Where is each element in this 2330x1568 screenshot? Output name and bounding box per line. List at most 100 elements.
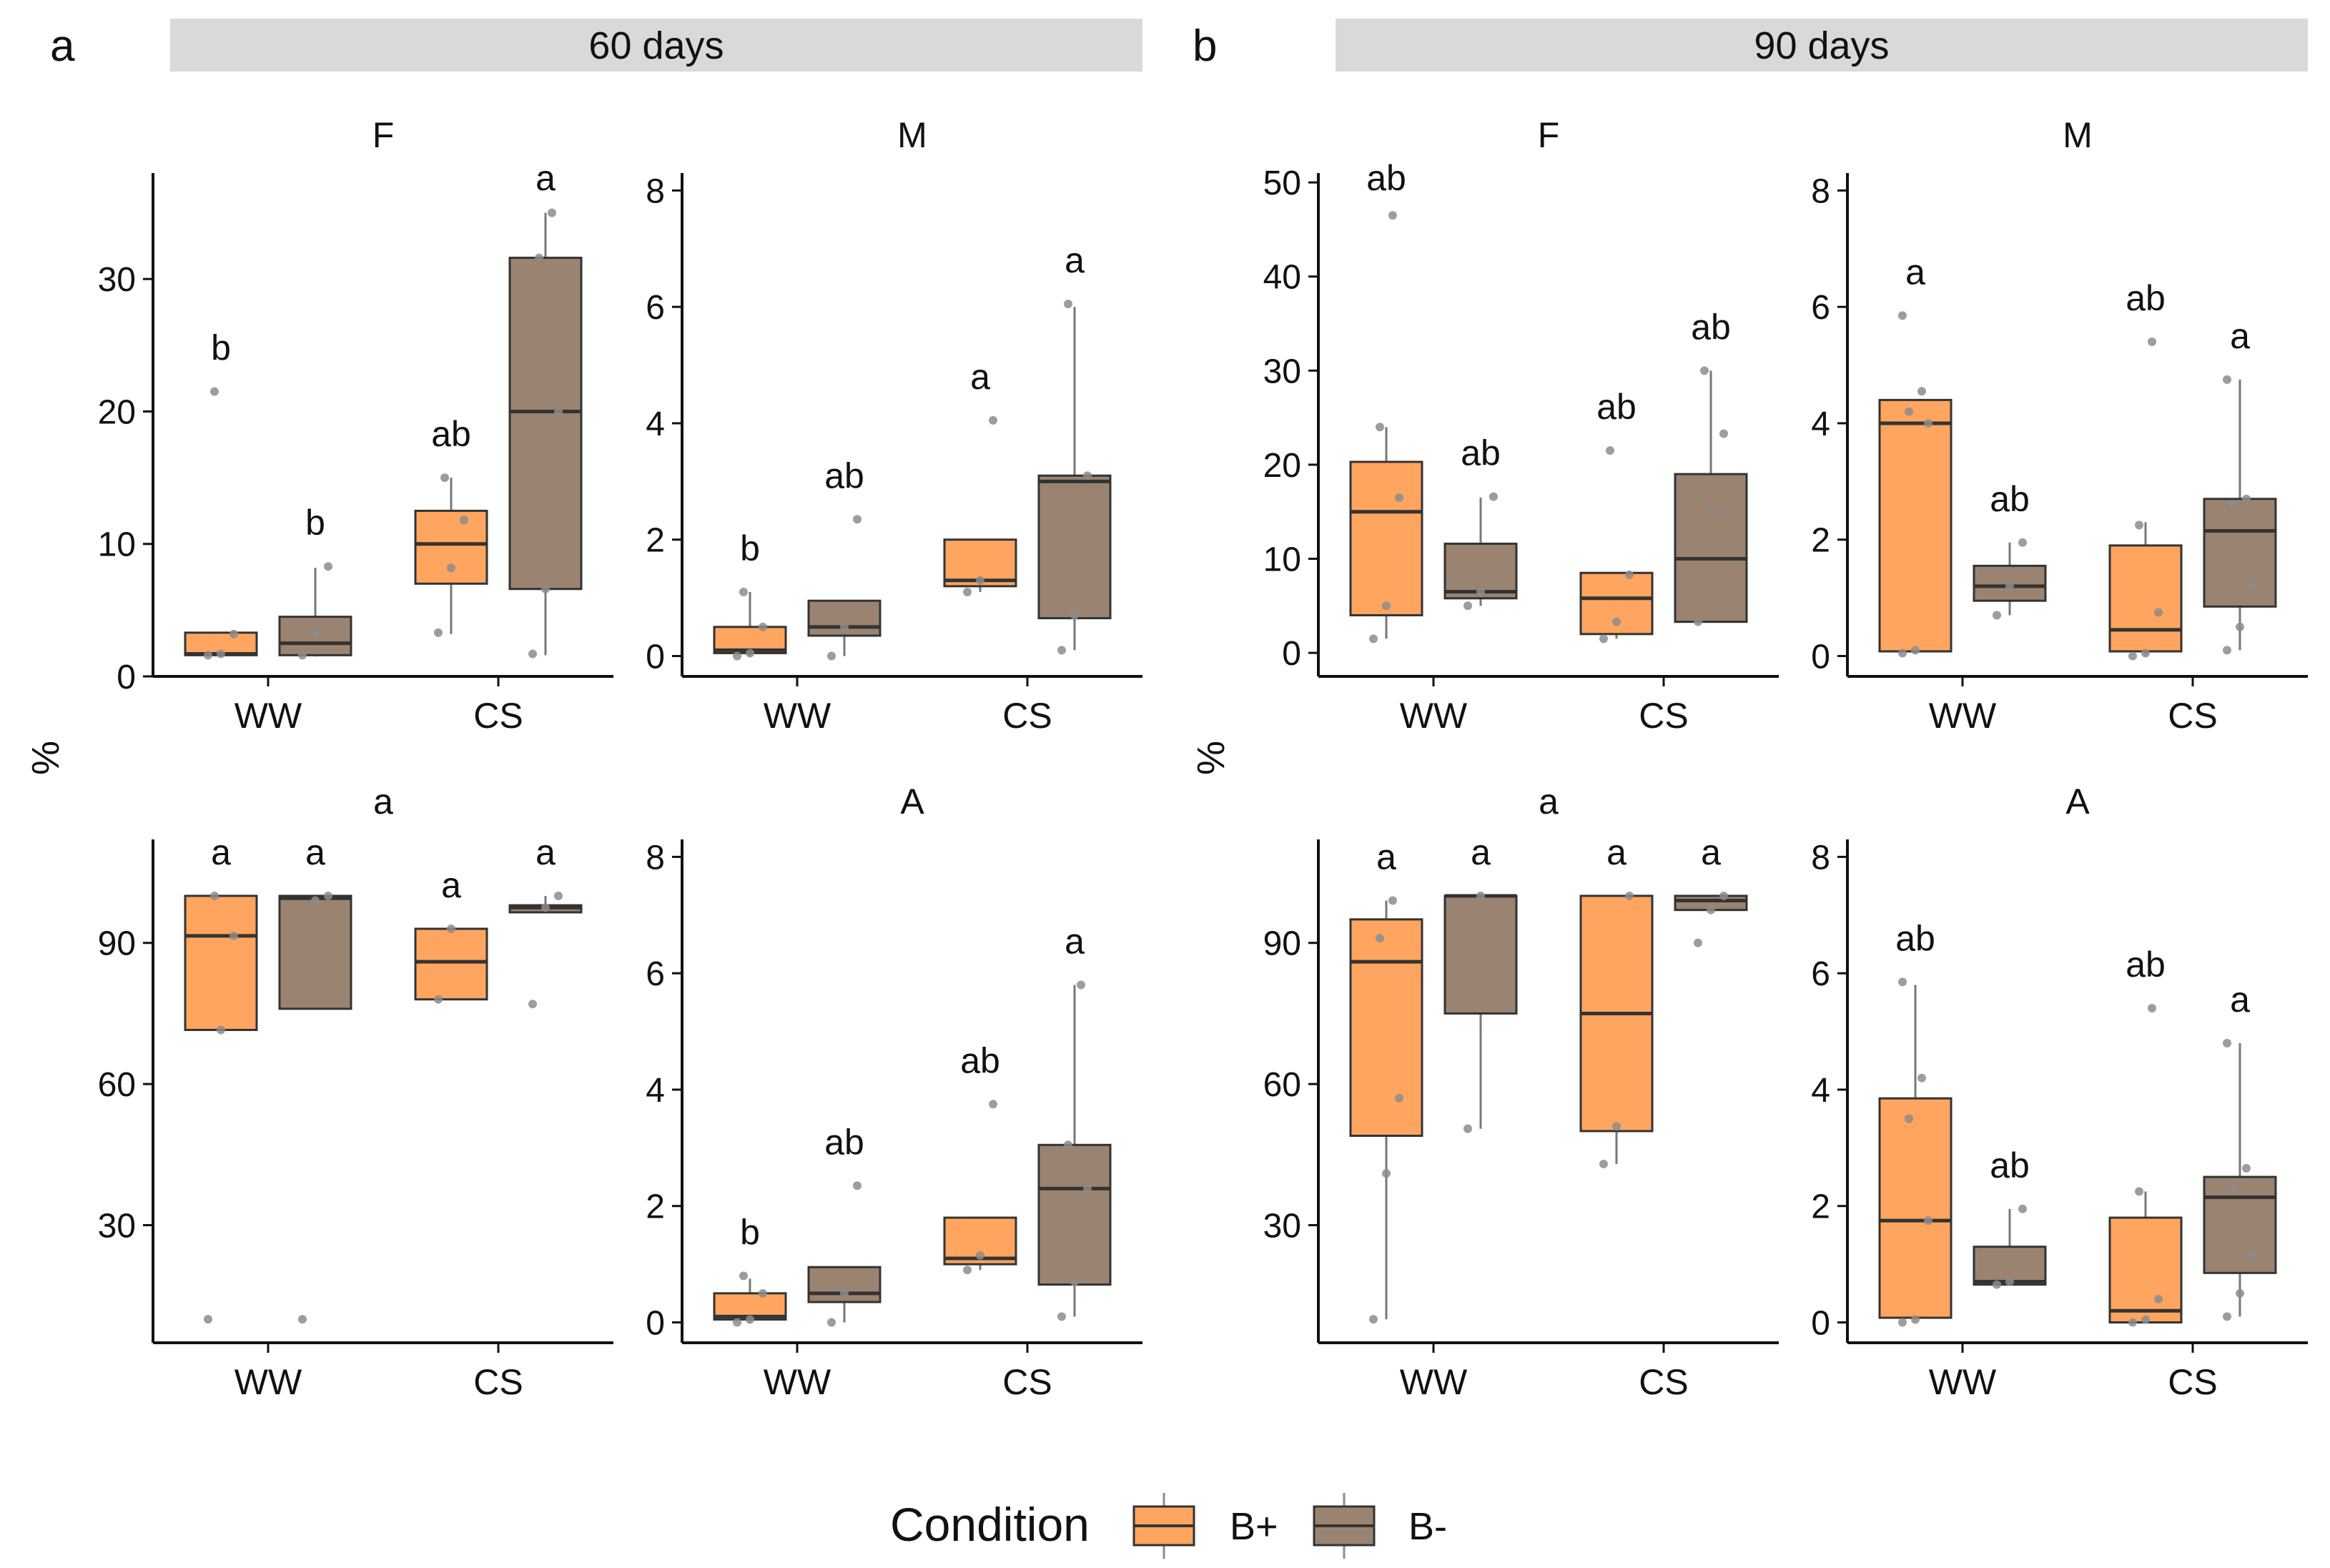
data-point [1376, 934, 1384, 943]
y-tick-label-90-days-a-lower: 60 [1263, 1066, 1301, 1104]
box-90-days-a-ww-bminus: ab [1973, 1145, 2047, 1289]
box-90-days-m-ww-bplus: a [1878, 252, 1953, 658]
significance-letter: a [535, 832, 556, 872]
panel-title-60-days-a-lower: a [373, 781, 393, 822]
group-letter-a: a [50, 21, 75, 71]
data-point [1905, 407, 1913, 416]
y-tick-label-60-days-f: 30 [98, 261, 136, 299]
data-point [447, 924, 455, 934]
y-tick-label-90-days-a-lower: 90 [1263, 925, 1301, 963]
box-90-days-f-cs-bplus: ab [1579, 387, 1654, 644]
data-point [739, 1271, 748, 1281]
data-point [447, 563, 455, 573]
data-point [1898, 649, 1907, 658]
y-axis-label-right: % [1190, 741, 1233, 775]
x-tick-label-90-days-m: WW [1929, 696, 1997, 736]
box-body [414, 509, 488, 585]
box-body [2108, 1216, 2183, 1324]
x-tick-label-60-days-a: CS [1002, 1362, 1052, 1402]
box-body [1037, 474, 1112, 620]
box-body [414, 927, 488, 1001]
data-point [853, 515, 862, 524]
box-body [1443, 894, 1518, 1015]
legend-key-b-plus [1132, 1493, 1195, 1559]
significance-letter: ab [1596, 387, 1637, 427]
panel-60-days-m: M 0 2 4 6 8 WW CS b a ab a [646, 115, 1142, 736]
data-point [1382, 601, 1391, 611]
data-point [1070, 1277, 1079, 1286]
y-tick-label-90-days-a: 8 [1811, 839, 1830, 877]
box-60-days-f-cs-bminus: a [508, 158, 583, 659]
data-point [528, 1000, 537, 1009]
x-tick-label-90-days-a-lower: CS [1639, 1362, 1688, 1402]
significance-letter: a [1606, 832, 1626, 872]
box-60-days-m-ww-bplus: b [713, 528, 787, 661]
y-tick-label-90-days-f: 20 [1263, 447, 1301, 485]
box-body [1674, 473, 1748, 623]
y-tick-label-90-days-m: 0 [1811, 638, 1830, 676]
box-body [1579, 571, 1654, 636]
y-tick-label-90-days-a: 0 [1811, 1305, 1830, 1343]
data-point [229, 931, 238, 940]
box-60-days-m-ww-bminus: ab [807, 455, 882, 661]
data-point [2128, 1318, 2137, 1327]
data-point [2005, 1277, 2014, 1286]
significance-letter: a [535, 158, 556, 198]
significance-letter: a [305, 832, 325, 872]
y-tick-label-90-days-m: 4 [1811, 405, 1830, 443]
data-point [1993, 611, 2001, 620]
box-body [2203, 1175, 2277, 1274]
significance-letter: ab [1895, 918, 1935, 958]
box-60-days-a-lower-ww-bplus: a [184, 832, 258, 1324]
y-tick-label-60-days-a: 0 [646, 1305, 665, 1343]
box-90-days-f-cs-bminus: ab [1674, 307, 1748, 626]
data-point [2248, 1251, 2257, 1260]
y-tick-label-90-days-f: 0 [1282, 635, 1301, 673]
data-point [2148, 337, 2156, 347]
data-point [548, 208, 556, 217]
y-tick-label-60-days-m: 4 [646, 405, 665, 443]
box-90-days-a-lower-cs-bplus: a [1579, 832, 1654, 1168]
data-point [739, 587, 748, 596]
y-tick-label-60-days-a: 8 [646, 839, 665, 877]
data-point [1625, 570, 1634, 579]
data-point [2141, 649, 2150, 658]
significance-letter: a [1701, 832, 1721, 872]
data-point [827, 651, 836, 661]
group-strip-60-days [170, 19, 1142, 72]
data-point [989, 1100, 997, 1109]
data-point [1911, 1315, 1920, 1324]
box-90-days-a-cs-bminus: a [2203, 980, 2277, 1321]
data-point [1606, 446, 1614, 455]
data-point [1083, 1184, 1092, 1193]
data-point [217, 649, 225, 659]
data-point [1612, 1122, 1621, 1131]
significance-letter: ab [1990, 479, 2030, 519]
y-tick-label-90-days-f: 50 [1263, 164, 1301, 202]
box-body [1037, 1143, 1112, 1286]
data-point [210, 891, 219, 900]
significance-letter: ab [1990, 1145, 2030, 1185]
significance-letter: ab [431, 414, 471, 454]
box-body [2108, 544, 2183, 653]
data-point [1395, 493, 1403, 502]
x-tick-label-60-days-a-lower: CS [473, 1362, 523, 1402]
data-point [2148, 1004, 2156, 1013]
group-strip-90-days [1336, 19, 2308, 72]
significance-letter: a [2230, 980, 2250, 1020]
data-point [976, 576, 984, 585]
y-axis-label-left: % [24, 741, 67, 775]
significance-letter: a [1065, 921, 1085, 961]
legend-title: Condition [890, 1498, 1090, 1551]
data-point [554, 891, 563, 900]
data-point [2236, 1288, 2244, 1298]
panel-title-90-days-f: F [1538, 115, 1560, 155]
data-point [1924, 418, 1932, 428]
significance-letter: a [211, 832, 231, 872]
data-point [759, 622, 767, 631]
panel-title-90-days-a: A [2065, 781, 2090, 822]
box-60-days-a-lower-cs-bminus: a [508, 832, 583, 1009]
panel-title-90-days-m: M [2063, 115, 2093, 155]
data-point [2229, 500, 2238, 509]
data-point [840, 1288, 849, 1298]
